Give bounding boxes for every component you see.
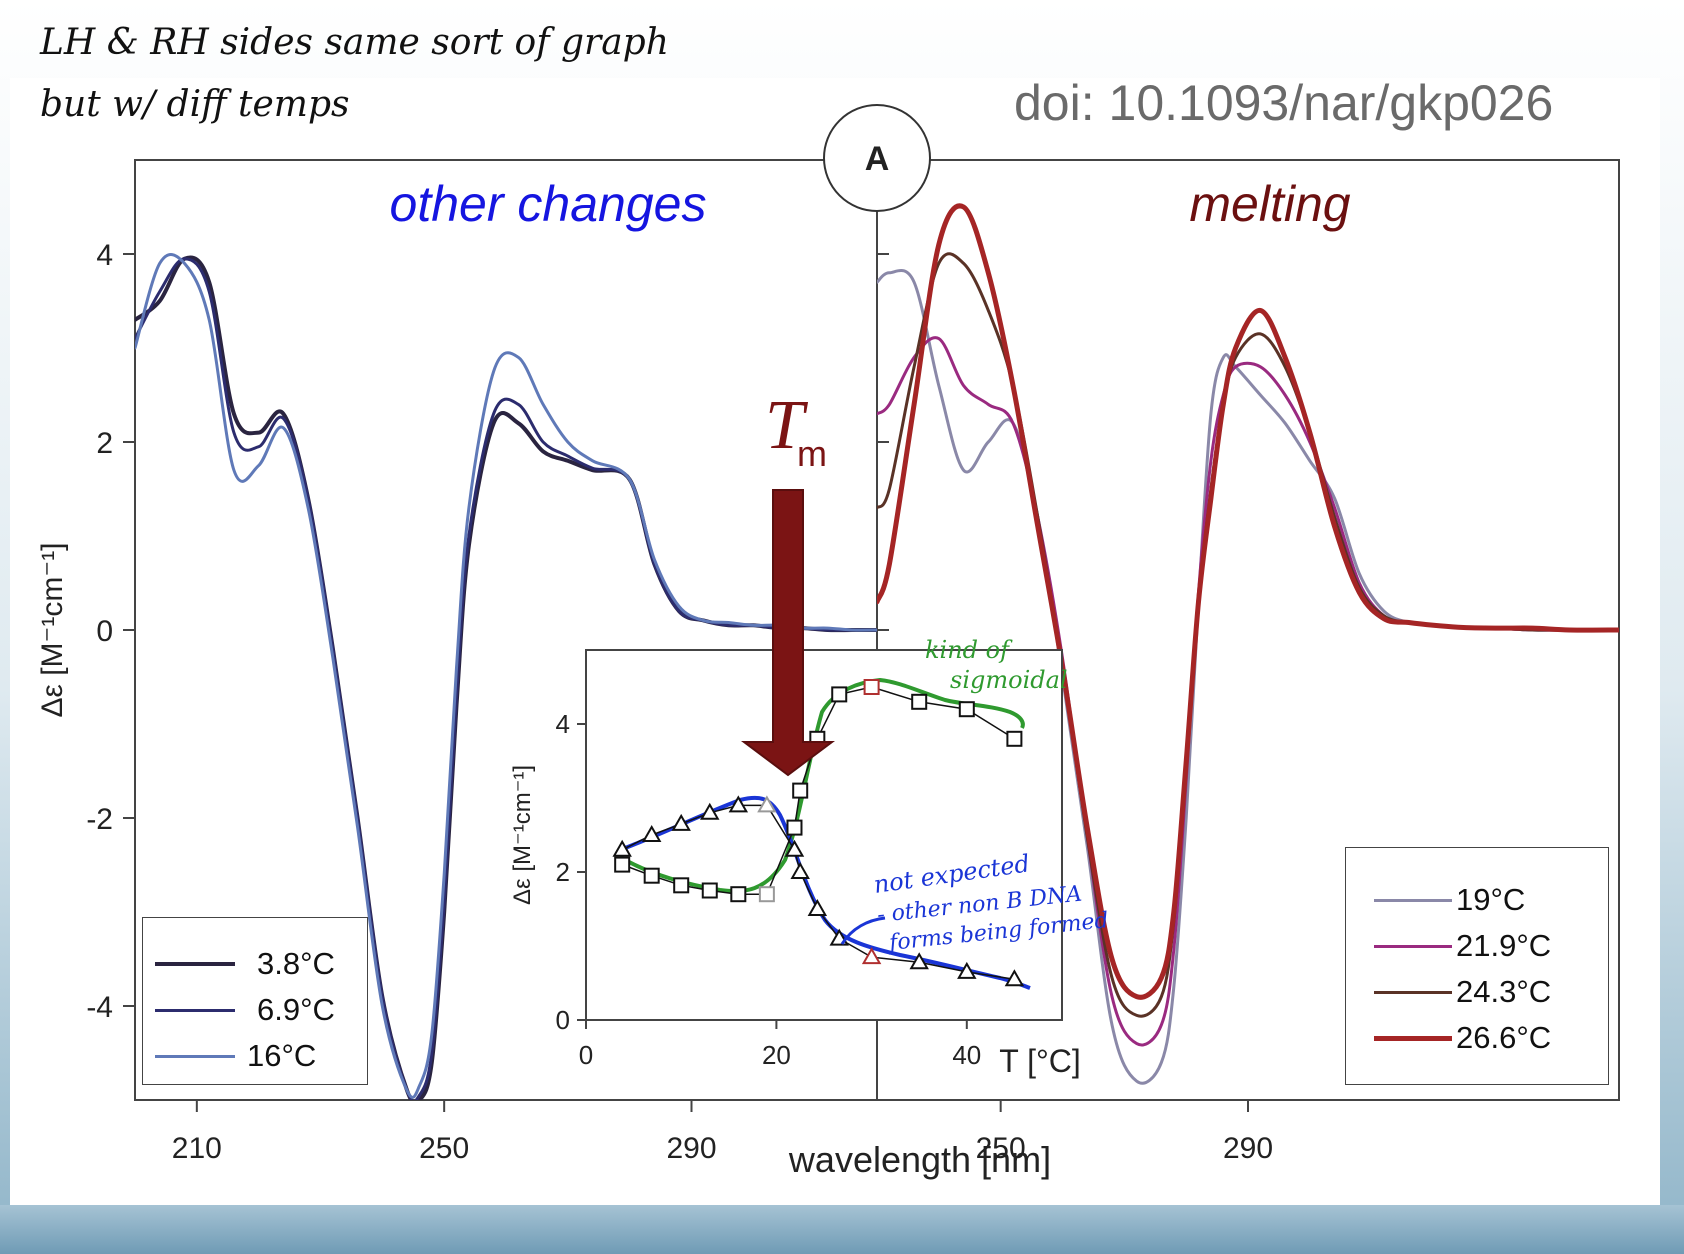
inset-y-tick-label: 2 [556,857,570,887]
inset-x-axis-label: T [°C] [999,1043,1081,1079]
inset-triangle-marker [784,839,805,857]
inset-square-marker [831,686,848,703]
x-tick-label: 210 [172,1132,222,1165]
legend-label: 24.3°C [1456,974,1552,1009]
legend-swatch [155,1008,235,1012]
inset-triangle-marker [700,802,720,820]
inset-triangle-marker [807,898,828,916]
x-tick-label: 290 [1223,1132,1273,1165]
inset-square-marker [758,886,775,903]
inset-y-axis-label: Δε [M⁻¹cm⁻¹] [509,765,536,905]
inset-note-green-2: sigmoidal [950,666,1068,694]
legend-swatch [155,1054,235,1058]
legend-item: 19°C [1374,882,1525,918]
legend-label: 3.8°C [257,946,335,981]
inset-axis-ticks: 0 20 40 0 2 4 [556,709,982,1070]
legend-swatch [1374,944,1452,948]
legend-swatch [155,962,235,966]
inset-y-tick-label: 0 [556,1005,570,1035]
legend-label: 21.9°C [1456,928,1552,963]
y-tick-label: -2 [86,803,113,836]
y-tick-label: 2 [96,427,113,460]
legend-swatch [1374,898,1452,902]
legend-item: 16°C [155,1038,316,1074]
x-tick-label: 290 [666,1132,716,1165]
series-line-left-2 [135,253,877,1099]
inset-square-marker [730,886,747,903]
inset-square-marker [673,877,690,894]
inset-triangle-marker [1004,969,1025,987]
tm-subscript: m [797,433,827,474]
right-axis-ticks: 250 290 [877,253,1273,1165]
inset-square-marker [1006,730,1023,747]
inset-triangle-marker [790,861,810,879]
y-tick-label: 4 [96,239,113,272]
y-tick-label: 0 [96,615,113,648]
right-legend: 19°C 21.9°C 24.3°C 26.6°C [1345,847,1609,1085]
series-line-right-3 [877,203,1619,1000]
inset-triangle-marker [757,795,777,813]
panel-label-circle [823,104,931,212]
inset-square-marker [786,819,803,836]
legend-swatch [1374,990,1452,994]
legend-item: 3.8°C [155,946,335,982]
inset-triangle-marker [861,947,882,965]
legend-swatch [1374,1035,1452,1041]
inset-square-marker [792,782,809,799]
inset-green-fit-curve [618,677,1025,894]
inset-square-marker [911,693,928,710]
legend-item: 6.9°C [155,992,335,1028]
panel-label: A [865,140,890,178]
x-tick-label: 250 [976,1132,1026,1165]
legend-label: 16°C [247,1038,317,1073]
doi-reference: doi: 10.1093/nar/gkp026 [1014,75,1554,131]
inset-y-tick-label: 4 [556,709,570,739]
inset-x-tick-label: 40 [952,1040,981,1070]
inset-triangle-marker [909,952,929,970]
tm-arrow [741,489,835,777]
series-line-left-1 [135,257,877,1100]
x-axis-label: wavelength [nm] [788,1139,1051,1180]
inset-markers-group [612,679,1025,987]
inset-triangle-marker [957,961,977,979]
legend-item: 21.9°C [1374,928,1551,964]
left-panel-title: other changes [390,176,707,232]
right-panel-title: melting [1189,176,1350,232]
left-y-axis-label: Δε [M⁻¹cm⁻¹] [36,542,69,717]
left-series-group [135,253,877,1100]
inset-square-marker [863,679,880,695]
tm-label: T [765,387,809,464]
legend-label: 19°C [1456,882,1526,917]
inset-series-line-1 [621,804,1015,981]
inset-triangle-marker [641,824,662,842]
left-axis-ticks: 210 250 290 4 2 0 -2 -4 [86,239,716,1165]
inset-note-green-1: kind of [925,636,1013,664]
right-series-group [877,203,1619,1085]
inset-square-marker [614,856,631,873]
handwritten-note-line-2: but w/ diff temps [40,84,350,125]
inset-triangle-marker [728,795,749,813]
handwritten-note-line-1: LH & RH sides same sort of graph [40,22,669,63]
inset-blue-note-pointer [840,916,886,945]
inset-triangle-marker [671,813,691,831]
legend-label: 6.9°C [257,992,335,1027]
legend-item: 26.6°C [1374,1020,1551,1056]
inset-square-marker [643,867,660,884]
y-tick-label: -4 [86,991,113,1024]
inset-triangle-marker [612,839,632,857]
inset-x-tick-label: 0 [579,1040,593,1070]
inset-square-marker [701,882,718,899]
legend-label: 26.6°C [1456,1020,1552,1055]
inset-x-tick-label: 20 [762,1040,791,1070]
x-tick-label: 250 [419,1132,469,1165]
legend-item: 24.3°C [1374,974,1551,1010]
left-legend: 3.8°C 6.9°C 16°C [142,917,368,1085]
inset-square-marker [958,701,975,718]
